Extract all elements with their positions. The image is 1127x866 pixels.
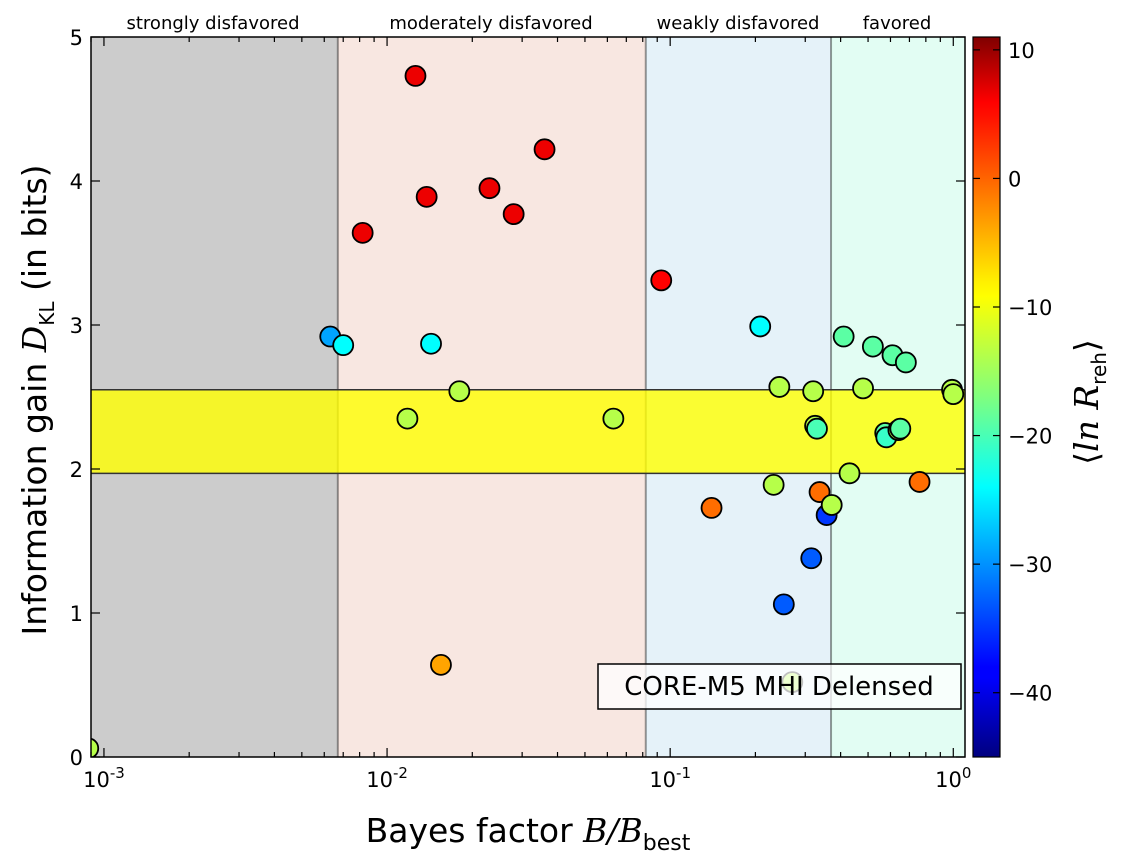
- x-axis-title: Bayes factor B/Bbest: [366, 811, 691, 856]
- data-point: [749, 315, 772, 338]
- colorbar-tick-label: 0: [1008, 167, 1021, 191]
- data-point: [91, 737, 100, 757]
- region-label: strongly disfavored: [126, 13, 299, 34]
- y-tick-label: 1: [70, 602, 83, 626]
- data-point: [533, 138, 556, 161]
- y-tick-label: 5: [70, 26, 83, 50]
- data-point: [894, 351, 917, 374]
- data-point: [800, 547, 823, 570]
- band-fill: [91, 389, 965, 474]
- region-label: favored: [863, 13, 932, 34]
- data-point: [404, 64, 427, 87]
- colorbar-tick-label: −30: [1008, 553, 1052, 577]
- data-point: [700, 496, 723, 519]
- x-axis-ticks: 10-3 10-2 10-1 100: [83, 37, 971, 792]
- data-point: [351, 221, 374, 244]
- x-tick-label: 10-1: [649, 764, 691, 792]
- annotation-text: CORE-M5 MHI Delensed: [624, 672, 933, 702]
- x-tick-label: 10-3: [83, 764, 125, 792]
- data-point: [832, 325, 855, 348]
- data-point: [430, 653, 452, 676]
- data-point: [768, 376, 791, 398]
- data-point: [448, 380, 471, 403]
- y-axis-title: Information gain DKL (in bits): [15, 164, 59, 635]
- data-point: [762, 473, 785, 496]
- data-point: [650, 269, 673, 292]
- data-point: [478, 177, 501, 200]
- region-label: weakly disfavored: [657, 13, 820, 34]
- data-point: [602, 407, 625, 430]
- y-tick-label: 3: [70, 314, 83, 338]
- data-point: [908, 471, 931, 493]
- data-point: [502, 203, 525, 226]
- data-point: [332, 334, 355, 357]
- x-tick-label: 10-2: [366, 764, 408, 792]
- data-point: [889, 417, 912, 440]
- colorbar-tick-label: 10: [1008, 39, 1035, 63]
- y-tick-label: 2: [70, 458, 83, 482]
- data-points: [91, 64, 965, 757]
- y-tick-label: 0: [70, 746, 83, 770]
- colorbar-ticks: 10 0 −10 −20 −30 −40: [973, 39, 1052, 706]
- reference-band: [91, 389, 965, 475]
- region-label: moderately disfavored: [389, 13, 592, 34]
- y-tick-label: 4: [70, 170, 83, 194]
- data-point: [396, 407, 419, 430]
- data-point: [838, 462, 861, 485]
- region-labels: strongly disfavored moderately disfavored…: [126, 13, 931, 34]
- colorbar-tick-label: −40: [1008, 682, 1052, 706]
- data-point: [415, 185, 438, 208]
- data-point: [772, 593, 795, 616]
- annotation-box: CORE-M5 MHI Delensed: [597, 663, 962, 710]
- colorbar-tick-label: −20: [1008, 425, 1052, 449]
- y-axis-ticks: 0 1 2 3 4 5: [70, 26, 965, 770]
- colorbar-tick-label: −10: [1008, 296, 1052, 320]
- colorbar-label: ⟨ln Rreh⟩: [1067, 339, 1111, 465]
- data-point: [420, 332, 442, 355]
- colorbar: [972, 36, 1001, 758]
- data-point: [806, 417, 828, 440]
- data-point: [802, 380, 825, 403]
- data-point: [861, 335, 884, 358]
- x-tick-label: 100: [935, 764, 971, 792]
- plot-frame: [90, 36, 966, 758]
- data-point: [852, 377, 874, 400]
- data-point: [942, 383, 965, 406]
- data-point: [820, 494, 843, 516]
